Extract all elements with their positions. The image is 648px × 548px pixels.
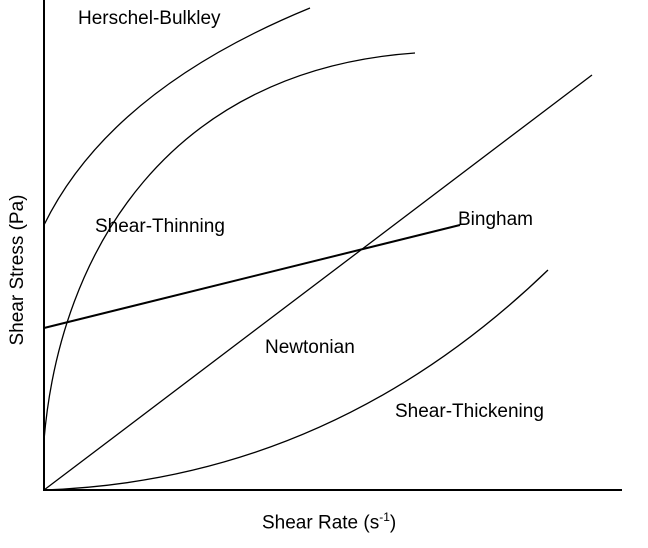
herschel-bulkley-label: Herschel-Bulkley <box>78 8 221 29</box>
shear-thickening-label: Shear-Thickening <box>395 401 544 422</box>
newtonian-label: Newtonian <box>265 337 355 358</box>
x-axis-label: Shear Rate (s-1) <box>262 510 396 534</box>
shear-thinning-curve <box>43 52 416 441</box>
shear-thickening-curve <box>43 269 549 491</box>
herschel-bulkley-curve <box>43 7 311 226</box>
bingham-line <box>43 224 461 329</box>
x-axis-label-exponent: -1 <box>379 510 390 524</box>
y-axis-label: Shear Stress (Pa) <box>7 194 28 346</box>
newtonian-line <box>43 74 593 491</box>
x-axis-label-end: ) <box>389 512 397 534</box>
x-axis-label-main: Shear Rate (s <box>262 512 380 534</box>
bingham-label: Bingham <box>458 209 533 230</box>
shear-thinning-label: Shear-Thinning <box>95 216 225 237</box>
